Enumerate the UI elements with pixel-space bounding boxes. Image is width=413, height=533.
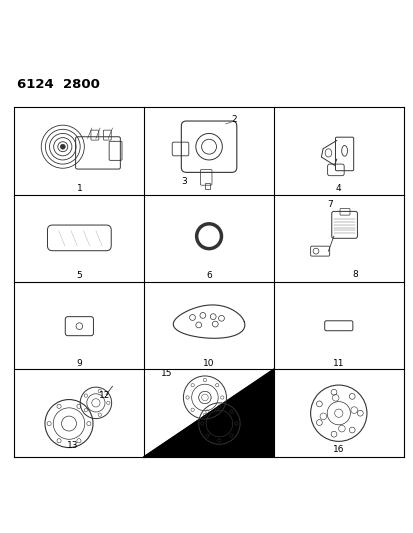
Text: 5: 5 <box>76 271 82 280</box>
Text: 15: 15 <box>161 369 172 378</box>
Text: 13: 13 <box>67 441 79 450</box>
Text: 11: 11 <box>332 359 344 368</box>
Text: 14: 14 <box>209 445 221 454</box>
Text: 7: 7 <box>327 200 332 209</box>
Text: 10: 10 <box>203 359 214 368</box>
Text: 2: 2 <box>230 115 236 124</box>
Text: 6: 6 <box>206 271 211 280</box>
Circle shape <box>60 144 65 149</box>
Text: 9: 9 <box>76 359 82 368</box>
Text: 12: 12 <box>99 391 110 400</box>
Text: 16: 16 <box>332 445 344 454</box>
Text: 4: 4 <box>335 184 341 193</box>
Polygon shape <box>144 369 273 457</box>
Text: 6124  2800: 6124 2800 <box>17 78 99 91</box>
Text: 3: 3 <box>181 177 187 187</box>
Text: 1: 1 <box>76 184 82 193</box>
Text: 8: 8 <box>351 270 357 279</box>
